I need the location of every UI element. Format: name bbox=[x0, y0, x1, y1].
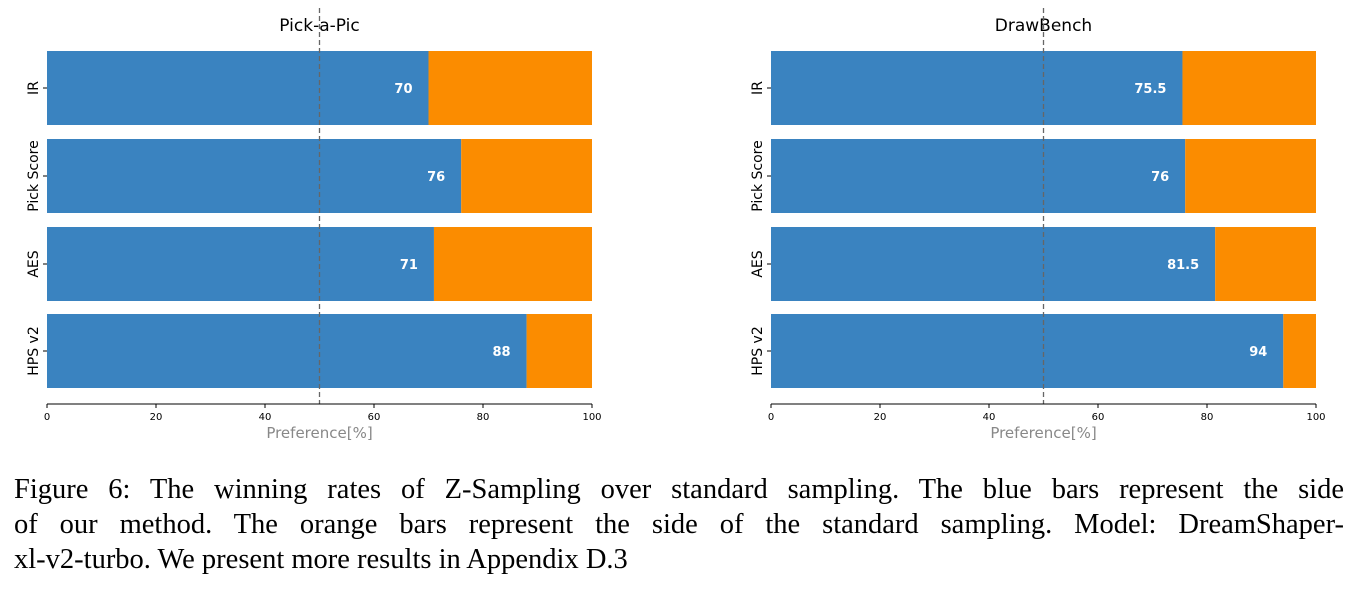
bar-standard bbox=[433, 227, 592, 301]
x-tick-label: 100 bbox=[582, 412, 601, 423]
x-tick-label: 60 bbox=[1092, 412, 1105, 423]
bar-standard bbox=[1185, 139, 1316, 213]
x-tick-label: 0 bbox=[44, 412, 50, 423]
x-tick-label: 80 bbox=[1201, 412, 1214, 423]
y-tick-label: HPS v2 bbox=[26, 326, 42, 376]
data-label: 76 bbox=[427, 170, 445, 185]
x-tick-label: 40 bbox=[259, 412, 272, 423]
x-tick-label: 60 bbox=[368, 412, 381, 423]
data-label: 70 bbox=[394, 82, 412, 97]
bar-standard bbox=[526, 314, 592, 388]
x-axis-label: Preference[%] bbox=[266, 424, 372, 442]
bar-ours bbox=[771, 51, 1183, 125]
data-label: 75.5 bbox=[1134, 82, 1166, 97]
bar-ours bbox=[47, 227, 434, 301]
bar-standard bbox=[1283, 314, 1316, 388]
y-tick-label: AES bbox=[26, 250, 42, 277]
bar-standard bbox=[461, 139, 592, 213]
data-label: 94 bbox=[1249, 345, 1267, 360]
bar-ours bbox=[771, 314, 1284, 388]
caption-line-1: Figure 6: The winning rates of Z-Samplin… bbox=[14, 474, 1344, 505]
data-label: 71 bbox=[400, 258, 418, 273]
bar-ours bbox=[771, 139, 1186, 213]
bar-standard bbox=[1182, 51, 1316, 125]
x-tick-label: 0 bbox=[768, 412, 774, 423]
y-tick-label: Pick Score bbox=[26, 140, 42, 212]
data-label: 76 bbox=[1151, 170, 1169, 185]
data-label: 88 bbox=[493, 345, 511, 360]
data-label: 81.5 bbox=[1167, 258, 1199, 273]
bar-standard bbox=[428, 51, 592, 125]
x-tick-label: 20 bbox=[874, 412, 887, 423]
figure-caption: Figure 6: The winning rates of Z-Samplin… bbox=[14, 472, 1344, 577]
y-tick-label: AES bbox=[750, 250, 766, 277]
y-tick-label: Pick Score bbox=[750, 140, 766, 212]
x-tick-label: 100 bbox=[1306, 412, 1325, 423]
y-tick-label: HPS v2 bbox=[750, 326, 766, 376]
y-tick-label: IR bbox=[750, 81, 766, 95]
x-tick-label: 40 bbox=[983, 412, 996, 423]
bar-ours bbox=[771, 227, 1216, 301]
bar-standard bbox=[1215, 227, 1316, 301]
caption-line-3: xl-v2-turbo. We present more results in … bbox=[14, 544, 628, 575]
bar-ours bbox=[47, 51, 429, 125]
y-tick-label: IR bbox=[26, 81, 42, 95]
x-tick-label: 20 bbox=[150, 412, 163, 423]
x-axis-label: Preference[%] bbox=[990, 424, 1096, 442]
caption-line-2: of our method. The orange bars represent… bbox=[14, 509, 1344, 540]
bar-ours bbox=[47, 314, 527, 388]
x-tick-label: 80 bbox=[477, 412, 490, 423]
bar-ours bbox=[47, 139, 462, 213]
